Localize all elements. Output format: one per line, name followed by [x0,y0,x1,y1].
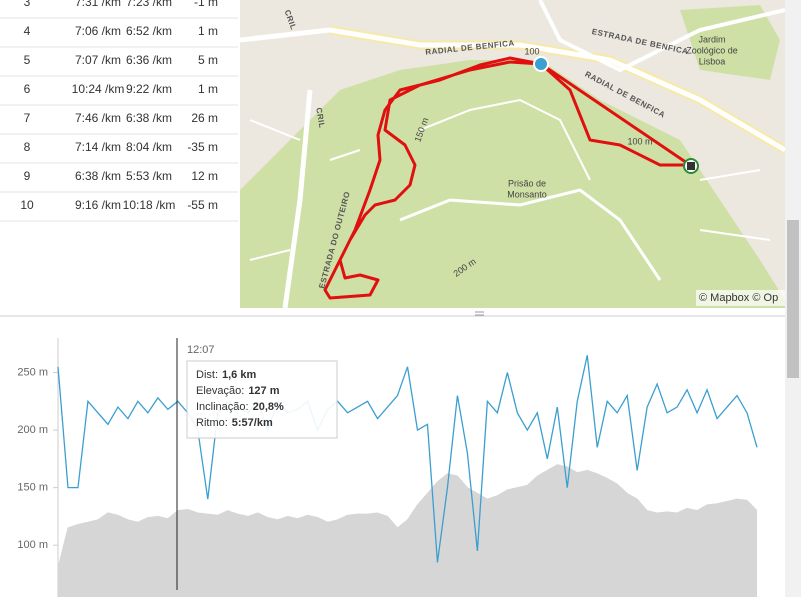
table-cell: 26 m [191,111,218,125]
zoo-park [680,5,780,80]
map-label: Lisboa [699,56,726,66]
start-marker[interactable] [533,56,549,72]
table-cell: 10:18 /km [123,198,176,212]
table-cell: 7:31 /km [75,0,121,9]
table-cell: 1 m [198,82,218,96]
road [282,89,313,308]
map-label: 100 m [627,136,652,146]
elevation-line [57,464,758,569]
y-tick-label: 200 m [17,424,48,436]
map-label: CRIL [314,107,326,129]
tooltip-row: Dist: 1,6 km [196,369,256,381]
table-cell: 10:24 /km [72,82,125,96]
table-cell: -1 m [194,0,218,9]
table-cell: 6:52 /km [126,24,172,38]
attribution-bg [696,290,785,306]
road [419,98,591,181]
table-cell: 6:36 /km [126,53,172,67]
finish-flag [687,162,695,170]
map-label: Prisão de [508,178,546,188]
tooltip-row: Ritmo: 5:57/km [196,417,273,429]
table-cell: 1 m [198,24,218,38]
table-cell: 7:07 /km [75,53,121,67]
attribution[interactable]: © Mapbox © Op [699,292,778,304]
table-cell: 6:38 /km [75,169,121,183]
table-cell: 8 [24,140,31,154]
street [249,119,771,261]
table-cell: 7:06 /km [75,24,121,38]
road [399,188,662,281]
road [538,0,785,73]
splits-panel [0,0,238,308]
y-tick-label: 250 m [17,366,48,378]
resize-handle[interactable] [475,311,484,316]
table-cell: 6:38 /km [126,111,172,125]
tooltip-value: 20,8% [253,401,284,413]
table-cell: 7:46 /km [75,111,121,125]
table-cell: 7 [24,111,31,125]
tooltip-value: 127 m [248,385,279,397]
table-cell: 9:22 /km [126,82,172,96]
table-cell: 8:04 /km [126,140,172,154]
table-cell: 7:23 /km [126,0,172,9]
table-cell: 9:16 /km [75,198,121,212]
table-cell: 7:14 /km [75,140,121,154]
table-cell: 5 [24,53,31,67]
map-label: Monsanto [507,189,547,199]
table-cell: 5 m [198,53,218,67]
y-tick-label: 100 m [17,539,48,551]
tooltip-label: Dist: [196,369,218,381]
pace-line [57,355,758,563]
road [240,27,331,43]
table-cell: 5:53 /km [126,169,172,183]
y-tick-label: 150 m [17,482,48,494]
park [240,60,785,308]
tooltip-label: Ritmo: [196,417,228,429]
elevation-area [58,464,757,597]
road [329,27,785,153]
tooltip-box [186,360,338,439]
splits-table: 3 7:31 /km 7:23 /km -1 m 4 7:06 /km 6:52 /km 1 … [0,0,238,222]
table-cell: -55 m [187,198,218,212]
table-cell: 4 [24,24,31,38]
map[interactable]: RADIAL DE BENFICA ESTRADA DE BENFICA RAD… [240,0,785,308]
scrollbar-thumb[interactable] [787,220,799,378]
tooltip-value: 5:57/km [232,417,273,429]
table-cell: 3 [24,0,31,9]
table-cell: 10 [20,198,34,212]
table-cell: 12 m [191,169,218,183]
map-label: Zoológico de [686,45,738,55]
tooltip-label: Inclinação: [196,401,249,413]
table-cell: 6 [24,82,31,96]
tooltip-row: Inclinação: 20,8% [196,401,284,413]
table-cell: 9 [24,169,31,183]
table-cell: -35 m [187,140,218,154]
tooltip-row: Elevação: 127 m [196,385,280,397]
map-label: 100 [524,46,539,56]
elevation-chart[interactable]: 250 m 200 m 150 m 100 m 12:07 Dist: 1,6 km Elev… [17,338,758,597]
tooltip-label: Elevação: [196,385,244,397]
cursor-time: 12:07 [187,344,215,356]
tooltip-value: 1,6 km [222,369,256,381]
map-label: Jardim [698,34,725,44]
